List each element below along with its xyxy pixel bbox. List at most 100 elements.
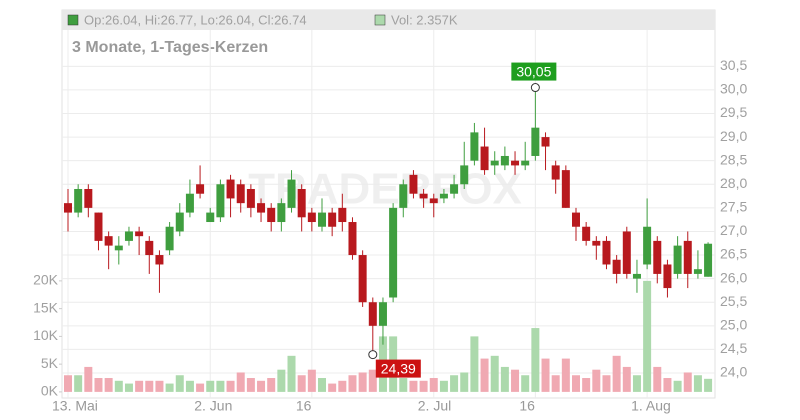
- volume-bar: [226, 380, 235, 392]
- volume-bar: [74, 375, 83, 392]
- y2-tick-label: 0K: [41, 383, 59, 399]
- y-tick-label: 24,5: [720, 340, 747, 356]
- candle-body: [622, 231, 631, 274]
- candle-body: [470, 132, 479, 161]
- annotation-marker: [368, 350, 378, 360]
- candle-body: [64, 203, 72, 213]
- candle-body: [114, 245, 123, 251]
- candle-body: [175, 212, 184, 232]
- volume-bar: [429, 378, 438, 392]
- candle-body: [196, 184, 205, 194]
- volume-bar: [582, 378, 591, 392]
- candle-body: [389, 207, 398, 298]
- volume-bar: [612, 355, 621, 392]
- y2-tick-label: 5K: [41, 355, 59, 371]
- volume-bar: [663, 378, 672, 392]
- candle-body: [653, 240, 662, 274]
- volume-bar: [653, 366, 662, 392]
- candle-body: [439, 193, 448, 199]
- candle-body: [74, 188, 83, 213]
- candle-body: [358, 255, 367, 303]
- candle-body: [572, 212, 580, 227]
- volume-bar: [277, 369, 286, 392]
- volume-bar: [104, 378, 113, 392]
- candle-body: [165, 226, 174, 251]
- candle-body: [399, 184, 408, 208]
- x-tick-label: 1. Aug: [631, 398, 671, 414]
- candle-body: [511, 160, 520, 166]
- plot-frame: [61, 9, 716, 399]
- y-tick-label: 28,0: [720, 175, 747, 191]
- volume-bar: [135, 380, 144, 392]
- volume-bar: [643, 280, 652, 392]
- candle-body: [216, 184, 225, 218]
- candle-body: [490, 160, 499, 166]
- annotation-box: [511, 62, 557, 81]
- volume-bar: [328, 383, 337, 392]
- volume-bar: [572, 375, 580, 392]
- candle-body: [257, 203, 266, 213]
- y-tick-label: 26,0: [720, 269, 747, 285]
- volume-bar: [297, 375, 306, 392]
- candle-body: [409, 174, 418, 194]
- candle-body: [267, 207, 276, 223]
- candle-body: [318, 212, 326, 227]
- x-tick-label: 13. Mai: [52, 398, 98, 414]
- candle-body: [592, 240, 601, 246]
- volume-bar: [704, 378, 713, 392]
- volume-bar: [683, 372, 692, 392]
- y-tick-label: 26,5: [720, 246, 747, 262]
- ohlc-label: Op:26.04, Hi:26.77, Lo:26.04, Cl:26.74: [84, 12, 307, 27]
- candle-body: [277, 203, 286, 223]
- ohlc-legend-icon: [67, 14, 79, 26]
- candle-body: [480, 146, 489, 171]
- x-tick-label: 16: [519, 398, 535, 414]
- volume-bar: [511, 369, 520, 392]
- volume-bar: [470, 336, 479, 392]
- volume-bar: [94, 378, 103, 392]
- volume-bar: [592, 369, 601, 392]
- candle-body: [541, 137, 550, 147]
- volume-bar: [246, 378, 255, 392]
- candle-body: [561, 170, 570, 208]
- candle-body: [236, 184, 245, 204]
- volume-bar: [419, 380, 428, 392]
- candle-body: [368, 302, 377, 326]
- candle-body: [429, 198, 438, 204]
- y2-tick-label: 20K: [33, 272, 59, 288]
- candle-body: [521, 160, 530, 166]
- candle-body: [378, 302, 387, 326]
- x-tick-label: 16: [296, 398, 312, 414]
- volume-bar: [622, 366, 631, 392]
- volume-bar: [145, 380, 154, 392]
- volume-bar: [541, 358, 550, 392]
- volume-bar: [124, 383, 133, 392]
- volume-bar: [602, 375, 611, 392]
- volume-bar: [175, 375, 184, 392]
- candle-body: [246, 188, 255, 208]
- y-tick-label: 29,0: [720, 128, 747, 144]
- y-tick-label: 27,0: [720, 222, 747, 238]
- y-tick-label: 27,5: [720, 199, 747, 215]
- x-tick-label: 2. Jun: [194, 398, 232, 414]
- candle-body: [612, 259, 621, 274]
- candle-body: [704, 243, 713, 277]
- volume-bar: [267, 378, 276, 392]
- candle-body: [419, 193, 428, 199]
- volume-bar: [693, 375, 702, 392]
- volume-bar: [84, 366, 93, 392]
- candle-body: [551, 165, 560, 180]
- y2-tick-label: 10K: [33, 327, 59, 343]
- candle-body: [104, 236, 113, 246]
- volume-bar: [165, 383, 174, 392]
- volume-bar: [490, 355, 499, 392]
- chart-title: 3 Monate, 1-Tages-Kerzen: [72, 39, 268, 56]
- volume-label: Vol: 2.357K: [391, 12, 458, 27]
- volume-bar: [500, 366, 509, 392]
- candle-body: [185, 193, 194, 213]
- volume-bar: [632, 375, 641, 392]
- candle-body: [84, 188, 93, 208]
- volume-bar: [460, 372, 469, 392]
- candle-body: [328, 212, 337, 227]
